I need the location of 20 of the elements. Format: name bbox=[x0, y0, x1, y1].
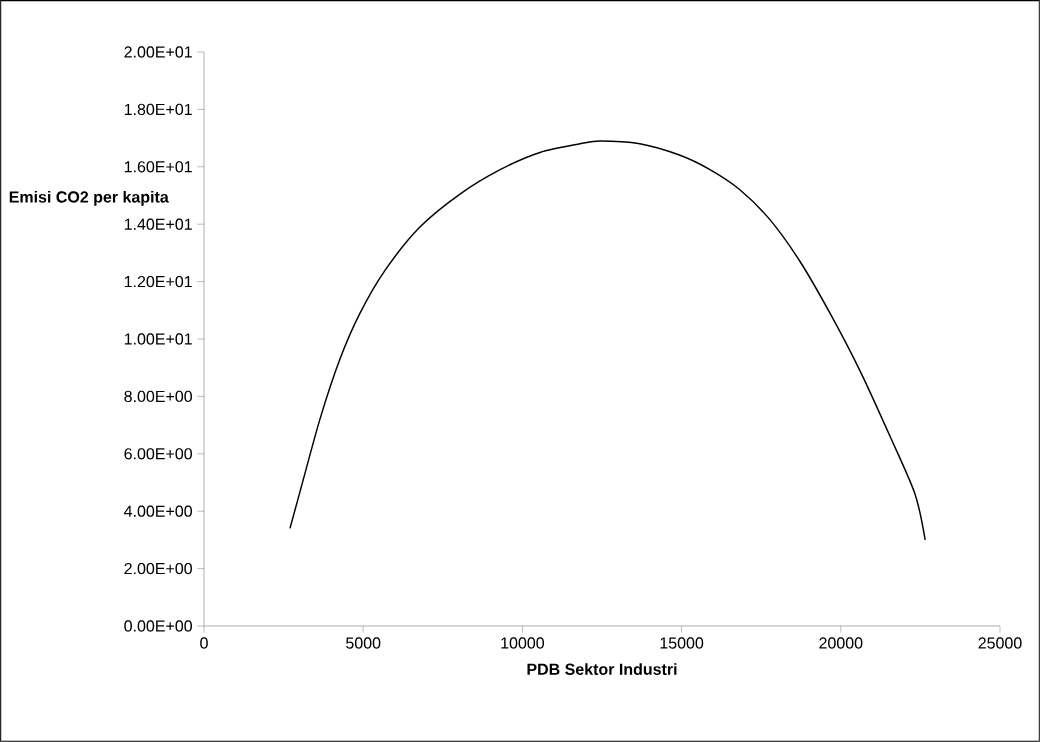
x-tick-label: 20000 bbox=[819, 637, 863, 649]
y-axis-title: Emisi CO2 per kapita bbox=[9, 190, 169, 206]
y-tick-label: 2.00E+01 bbox=[124, 46, 192, 58]
x-tick-label: 0 bbox=[200, 637, 208, 649]
y-tick-label: 0.00E+00 bbox=[124, 620, 192, 632]
y-tick-label: 1.80E+01 bbox=[124, 103, 192, 116]
y-tick-label: 1.20E+01 bbox=[124, 275, 192, 288]
line-series bbox=[289, 140, 926, 541]
y-tick-label: 8.00E+00 bbox=[124, 390, 192, 403]
x-tick-label: 10000 bbox=[501, 637, 545, 649]
x-tick-label: 15000 bbox=[660, 637, 704, 649]
x-tick-label: 5000 bbox=[346, 637, 381, 649]
y-tick-label: 1.00E+01 bbox=[124, 333, 192, 345]
y-tick-label: 2.00E+00 bbox=[124, 562, 192, 575]
x-tick-label: 25000 bbox=[978, 637, 1022, 649]
y-tick-label: 1.40E+01 bbox=[124, 218, 192, 230]
y-tick-label: 4.00E+00 bbox=[124, 505, 192, 517]
y-tick-label: 6.00E+00 bbox=[124, 448, 192, 460]
x-axis-title: PDB Sektor Industri bbox=[527, 663, 677, 675]
y-tick-label: 1.60E+01 bbox=[124, 161, 192, 173]
